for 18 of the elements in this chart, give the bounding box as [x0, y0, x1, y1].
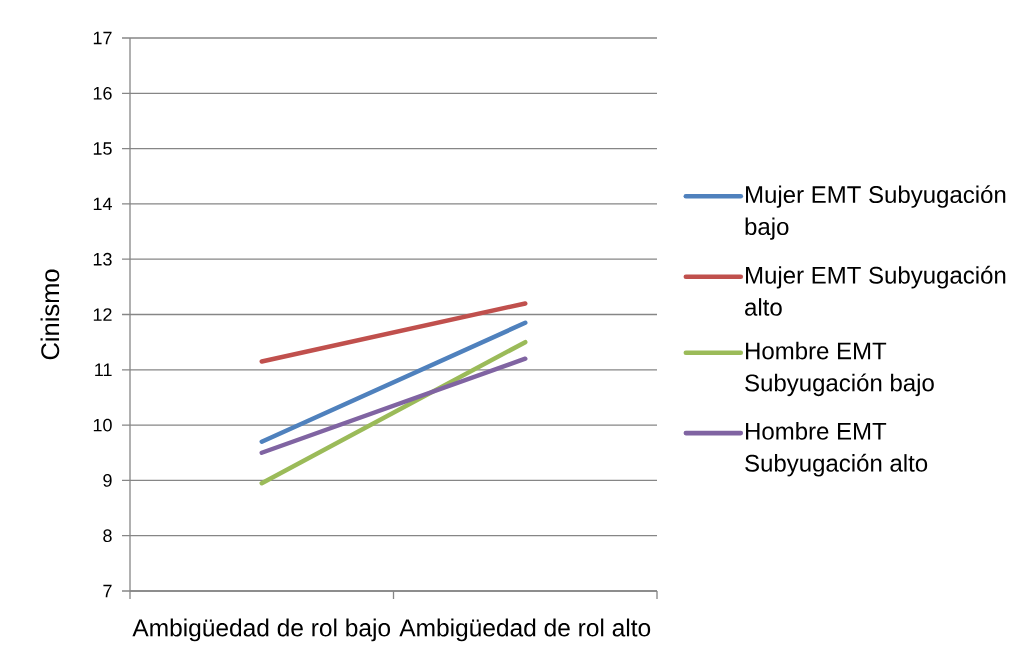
y-tick-label: 16 — [93, 86, 112, 100]
y-tick-label: 17 — [93, 31, 112, 45]
y-tick-label: 14 — [93, 197, 112, 211]
y-tick-label: 12 — [93, 308, 112, 321]
y-tick-label: 13 — [93, 252, 112, 266]
y-axis-title: Cinismo — [40, 269, 60, 360]
y-tick-label: 8 — [103, 529, 112, 543]
y-tick-label: 7 — [103, 584, 112, 598]
x-tick-label: Ambigüedad de rol bajo — [132, 618, 391, 642]
x-tick-label: Ambigüedad de rol alto — [399, 618, 651, 642]
legend-label: Hombre EMT Subyugación bajo — [745, 341, 934, 397]
legend-label: Mujer EMT Subyugación bajo — [745, 185, 1006, 240]
legend-label: Mujer EMT Subyugación alto — [745, 265, 1006, 316]
y-tick-label: 11 — [95, 363, 112, 376]
y-tick-label: 9 — [103, 474, 112, 487]
y-tick-label: 15 — [93, 142, 112, 155]
legend-label: Hombre EMT Subyugación alto — [745, 422, 928, 477]
y-tick-label: 10 — [93, 418, 112, 432]
